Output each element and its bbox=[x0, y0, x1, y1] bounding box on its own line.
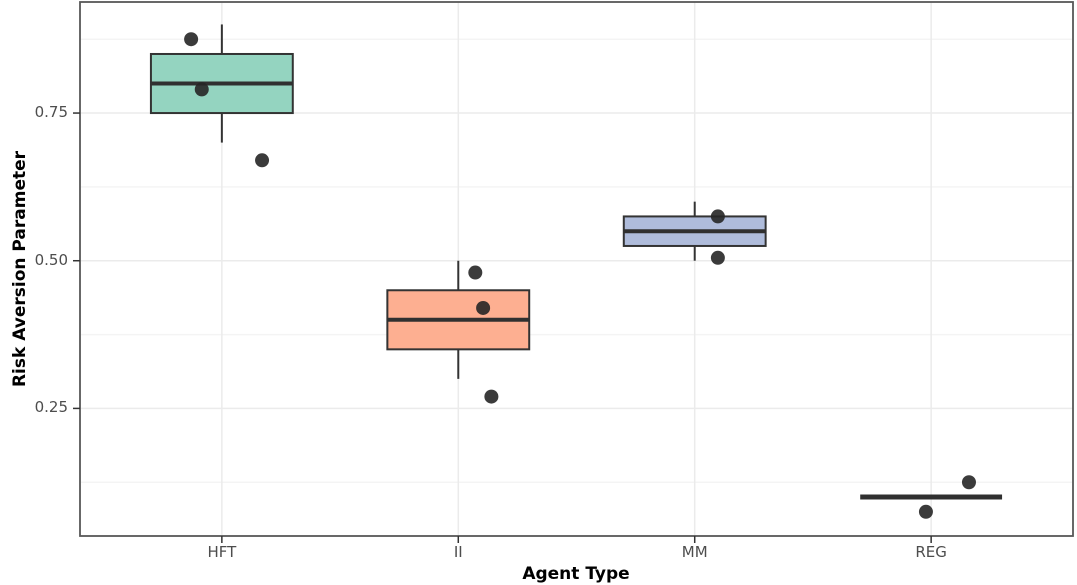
x-tick-label-HFT: HFT bbox=[207, 543, 237, 561]
jitter-point-II bbox=[484, 389, 499, 404]
y-axis-title: Risk Aversion Parameter bbox=[10, 150, 30, 388]
y-tick-label-0.75: 0.75 bbox=[34, 103, 68, 122]
jitter-point-HFT bbox=[194, 82, 209, 97]
jitter-point-REG bbox=[961, 475, 976, 490]
x-tick-label-II: II bbox=[453, 543, 463, 561]
x-axis-title: Agent Type bbox=[522, 564, 630, 584]
x-tick-label-REG: REG bbox=[915, 543, 947, 561]
y-tick-label-0.50: 0.50 bbox=[34, 250, 68, 269]
jitter-point-II bbox=[468, 265, 483, 280]
jitter-point-HFT bbox=[184, 32, 199, 47]
y-tick-label-0.25: 0.25 bbox=[34, 398, 68, 417]
jitter-point-MM bbox=[710, 209, 725, 224]
x-tick-label-MM: MM bbox=[681, 543, 708, 561]
panel-border bbox=[79, 1, 1074, 537]
jitter-point-HFT bbox=[255, 153, 270, 168]
jitter-point-MM bbox=[710, 250, 725, 265]
jitter-point-REG bbox=[918, 504, 933, 519]
jitter-point-II bbox=[476, 300, 491, 315]
